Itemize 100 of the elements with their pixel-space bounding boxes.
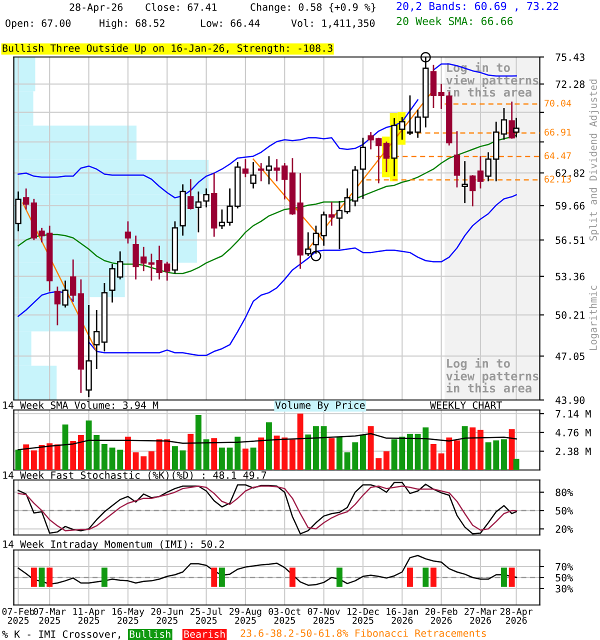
x-tick-label: 25-Jul 2025 <box>190 608 222 624</box>
candlestick <box>470 174 476 207</box>
y-tick-label: 4.76 M <box>556 428 591 436</box>
bar <box>148 451 154 470</box>
candlestick <box>513 117 520 138</box>
bar <box>172 446 178 470</box>
y-tick-label: 70% <box>556 562 573 570</box>
candlestick <box>462 160 468 204</box>
bar <box>124 436 131 470</box>
text: Logarithmic <box>589 286 599 350</box>
text: Open: 67.00 <box>6 19 71 29</box>
candlestick <box>94 309 100 370</box>
y-tick-label: 30% <box>556 584 573 592</box>
candlestick <box>305 232 312 257</box>
bar <box>62 424 68 470</box>
x-tick-label: 07-Mar 2025 <box>34 608 66 624</box>
bar <box>211 438 218 470</box>
bar <box>250 448 256 470</box>
bar <box>360 434 366 470</box>
bar <box>384 451 390 470</box>
candlestick <box>23 188 30 210</box>
x-tick-label: 20-Feb 2026 <box>425 608 458 624</box>
line-series <box>18 432 517 450</box>
x-tick-label: 27-Mar 2026 <box>464 608 497 624</box>
y-tick-label: 62.82 <box>556 169 584 177</box>
bar <box>313 426 319 470</box>
y-tick-label: 53.36 <box>556 272 585 280</box>
text: Split and Dividend Adjusted <box>589 80 599 241</box>
bar <box>430 444 436 470</box>
chart-title: Bullish Three Outside Up on 16-Jan-26, Strength: -108.3 <box>2 44 332 54</box>
y-tick-label: 43.90 <box>556 396 585 404</box>
x-tick-label: 16-May 2025 <box>112 608 144 624</box>
chart-title: 14 Week Fast Stochastic (%K)(%D) : 48.1 49.7 <box>3 471 266 480</box>
bar <box>290 440 296 470</box>
data-label: 62.13 <box>544 176 571 183</box>
x-tick-label: 29-Aug 2025 <box>230 608 262 624</box>
text: Change: 0.58 {+0.9 %} <box>250 3 376 13</box>
y-tick-label: 47.05 <box>556 352 584 360</box>
bar <box>513 458 520 470</box>
text: Vol: 1,411,350 <box>291 19 375 28</box>
candlestick <box>54 286 61 326</box>
bar <box>78 434 84 470</box>
y-tick-label: 50% <box>556 574 573 582</box>
bar <box>101 444 108 470</box>
candlestick <box>500 107 508 140</box>
candlestick <box>266 156 272 186</box>
data-label: 66.91 <box>544 128 571 136</box>
x-tick-label: 11-Apr 2025 <box>73 608 105 624</box>
y-tick-label: 2.38 M <box>556 448 591 456</box>
y-tick-label: 59.66 <box>556 202 585 210</box>
x-tick-label: 03-Oct 2025 <box>268 608 300 624</box>
bar <box>218 448 225 470</box>
data-label: 70.04 <box>544 100 572 107</box>
bar <box>407 434 413 470</box>
candlestick <box>328 201 335 226</box>
bar <box>188 434 194 470</box>
bar <box>94 434 100 470</box>
bar <box>454 440 460 470</box>
bar <box>501 439 507 470</box>
bar <box>180 450 186 470</box>
data-label: 64.47 <box>544 152 571 160</box>
bar <box>305 434 312 470</box>
text: Bearish <box>184 630 225 638</box>
bar <box>470 427 476 470</box>
bar <box>23 444 30 470</box>
y-tick-label: 72.28 <box>556 80 585 88</box>
text: WEEKLY CHART <box>430 401 502 409</box>
bar <box>478 430 484 470</box>
bar <box>462 426 468 470</box>
candlestick <box>250 161 256 190</box>
text: Low: 66.44 <box>201 19 260 27</box>
text: 28-Apr-26 <box>70 3 123 13</box>
annotation: Volume By Price <box>275 401 365 411</box>
candlestick <box>508 100 515 140</box>
y-tick-label: 75.43 <box>556 53 584 61</box>
candlestick <box>477 156 484 190</box>
bar <box>242 448 248 470</box>
text: 20,2 Bands: 60.69 , 73.22 <box>396 2 558 12</box>
line-series <box>18 554 517 586</box>
y-tick-label: 20% <box>556 525 573 533</box>
candlestick <box>242 158 249 178</box>
y-tick-label: 7.14 M <box>556 410 591 418</box>
bar <box>15 450 22 470</box>
bar <box>258 437 264 470</box>
x-tick-label: 07-Feb 2025 <box>2 608 34 624</box>
y-tick-label: 56.51 <box>556 236 584 244</box>
bar <box>328 438 335 470</box>
bar <box>203 439 210 470</box>
candlestick <box>203 188 210 208</box>
bar <box>54 444 60 470</box>
candlestick <box>258 162 264 182</box>
text: Bullish <box>130 630 170 638</box>
x-tick-label: 28-Apr 2026 <box>500 608 533 624</box>
bar <box>320 426 327 470</box>
bar <box>30 450 37 470</box>
x-tick-label: 16-Jan 2026 <box>386 608 418 624</box>
bar <box>46 443 53 470</box>
bar <box>195 415 202 470</box>
chart-title: 14 Week Intraday Momentum (IMI): 50.2 <box>3 540 224 550</box>
bar <box>297 414 304 470</box>
